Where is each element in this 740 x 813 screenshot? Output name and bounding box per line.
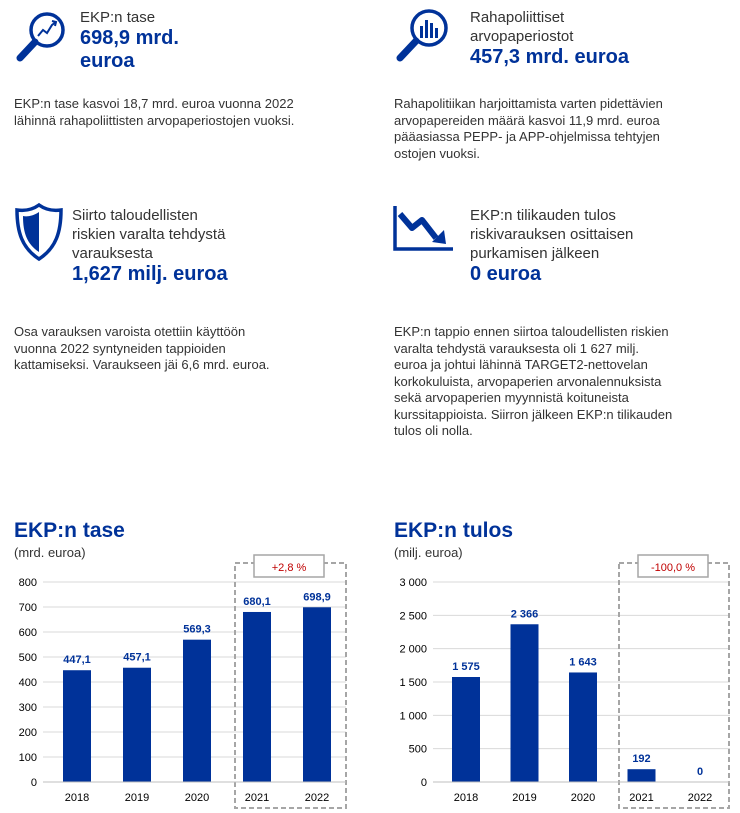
bar: [63, 670, 91, 782]
x-tick-label: 2022: [688, 792, 712, 804]
y-tick-label: 2 500: [399, 610, 427, 622]
card-securities: Rahapoliittiset arvopaperiostot 457,3 mr…: [470, 8, 730, 69]
data-label: 1 643: [569, 656, 597, 668]
bar: [510, 624, 539, 782]
y-tick-label: 700: [19, 602, 37, 614]
x-tick-label: 2019: [512, 792, 536, 804]
bar: [183, 639, 211, 782]
change-tag-label: +2,8 %: [272, 562, 307, 574]
y-tick-label: 400: [19, 677, 37, 689]
card-provision: Siirto taloudellisten riskien varalta te…: [72, 206, 332, 286]
data-label: 447,1: [63, 654, 91, 666]
y-tick-label: 200: [19, 727, 37, 739]
bar: [452, 677, 480, 782]
card-description: Osa varauksen varoista otettiin käyttöön…: [14, 324, 270, 372]
x-tick-label: 2018: [65, 792, 89, 804]
chart-title: EKP:n tulos: [394, 519, 513, 542]
card-value: 457,3 mrd. euroa: [470, 46, 629, 68]
change-tag-label: -100,0 %: [651, 562, 695, 574]
highlight-box: [618, 562, 730, 809]
y-tick-label: 3 000: [399, 577, 427, 589]
highlight-box: [234, 562, 347, 809]
bar: [627, 769, 656, 782]
magnifier-trend-icon: [14, 8, 70, 69]
card-description: EKP:n tase kasvoi 18,7 mrd. euroa vuonna…: [14, 96, 295, 128]
y-tick-label: 1 000: [399, 710, 427, 722]
shield-icon: [14, 202, 64, 267]
card-balance: EKP:n tase 698,9 mrd. euroa: [80, 8, 330, 73]
y-tick-label: 500: [409, 744, 427, 756]
y-tick-label: 600: [19, 627, 37, 639]
data-label: 2 366: [511, 608, 539, 620]
data-label: 192: [632, 753, 650, 765]
data-label: 457,1: [123, 652, 151, 664]
card-value: 1,627 milj. euroa: [72, 263, 228, 285]
data-label: 569,3: [183, 624, 211, 636]
y-tick-label: 500: [19, 652, 37, 664]
x-tick-label: 2020: [185, 792, 209, 804]
card-result: EKP:n tilikauden tulos riskivarauksen os…: [470, 206, 730, 286]
chart-title: EKP:n tase: [14, 519, 125, 542]
bar: [243, 611, 271, 782]
y-tick-label: 800: [19, 577, 37, 589]
card-value: 698,9 mrd. euroa: [80, 27, 179, 72]
magnifier-bars-icon: [394, 4, 454, 69]
card-value: 0 euroa: [470, 263, 542, 285]
data-label: 1 575: [452, 661, 480, 673]
data-label: 0: [697, 766, 703, 778]
y-tick-label: 300: [19, 702, 37, 714]
bar: [303, 607, 331, 782]
y-tick-label: 0: [31, 777, 37, 789]
y-tick-label: 2 000: [399, 644, 427, 656]
data-label: 680,1: [243, 596, 271, 608]
downtrend-icon: [392, 204, 456, 259]
card-description: EKP:n tappio ennen siirtoa taloudelliste…: [394, 324, 673, 438]
card-label: EKP:n tilikauden tulos riskivarauksen os…: [470, 207, 634, 262]
x-tick-label: 2021: [629, 792, 653, 804]
bar: [123, 667, 151, 782]
card-description: Rahapolitiikan harjoittamista varten pid…: [394, 96, 663, 161]
data-label: 698,9: [303, 591, 331, 603]
bar: [569, 672, 597, 782]
chart-unit: (mrd. euroa): [14, 545, 86, 560]
card-label: Rahapoliittiset arvopaperiostot: [470, 9, 574, 45]
change-tag-box: [253, 554, 325, 578]
y-tick-label: 0: [421, 777, 427, 789]
card-label: EKP:n tase: [80, 9, 156, 26]
x-tick-label: 2022: [305, 792, 329, 804]
y-tick-label: 1 500: [399, 677, 427, 689]
x-tick-label: 2021: [245, 792, 269, 804]
x-tick-label: 2020: [571, 792, 595, 804]
y-tick-label: 100: [19, 752, 37, 764]
x-tick-label: 2019: [125, 792, 149, 804]
card-label: Siirto taloudellisten riskien varalta te…: [72, 207, 226, 262]
chart-unit: (milj. euroa): [394, 545, 463, 560]
change-tag-box: [637, 554, 709, 578]
x-tick-label: 2018: [454, 792, 478, 804]
